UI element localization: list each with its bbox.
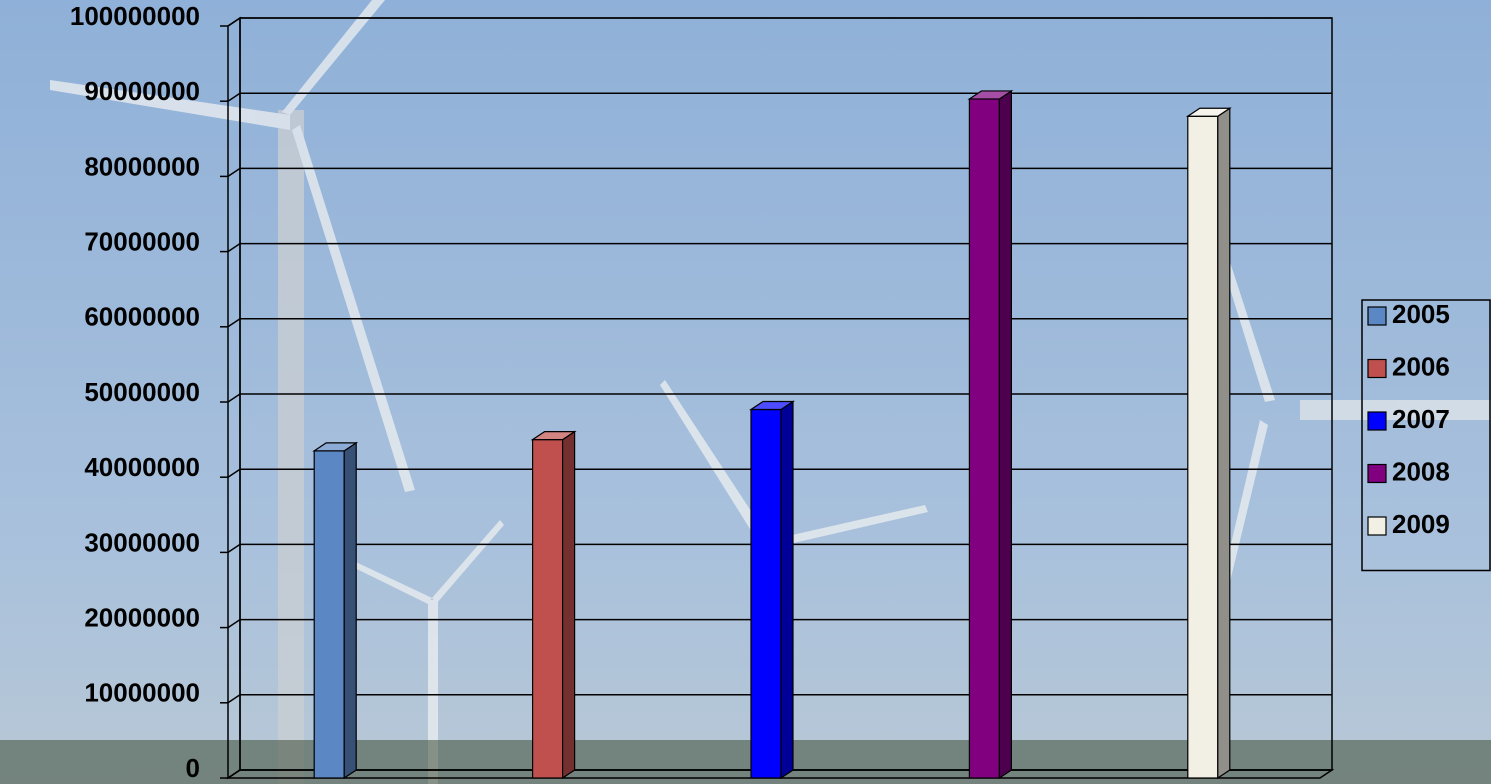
legend-label: 2006 [1392, 351, 1450, 381]
legend-label: 2005 [1392, 299, 1450, 329]
y-tick-label: 10000000 [84, 678, 200, 708]
y-tick-label: 50000000 [84, 377, 200, 407]
legend-label: 2009 [1392, 509, 1450, 539]
legend-swatch [1368, 517, 1386, 535]
y-tick-label: 90000000 [84, 76, 200, 106]
legend-label: 2008 [1392, 456, 1450, 486]
bar-side [563, 432, 575, 778]
legend-swatch [1368, 465, 1386, 483]
bar-side [999, 91, 1011, 778]
bar-side [781, 402, 793, 778]
y-tick-label: 80000000 [84, 151, 200, 181]
bar-front [533, 440, 563, 778]
y-tick-label: 100000000 [70, 1, 200, 31]
bar-front [1188, 116, 1218, 778]
bar-front [751, 410, 781, 778]
bar-front [969, 99, 999, 778]
y-tick-label: 0 [186, 753, 200, 783]
y-tick-label: 60000000 [84, 302, 200, 332]
legend-swatch [1368, 360, 1386, 378]
legend-swatch [1368, 307, 1386, 325]
y-tick-label: 40000000 [84, 452, 200, 482]
bar-side [1218, 108, 1230, 778]
bar-front [314, 451, 344, 778]
y-tick-label: 20000000 [84, 602, 200, 632]
chart: 0 10000000 20000000 30000000 40000000 5000000… [0, 0, 1491, 784]
y-tick-label: 70000000 [84, 226, 200, 256]
bar-side [344, 443, 356, 778]
legend-label: 2007 [1392, 404, 1450, 434]
legend-swatch [1368, 412, 1386, 430]
y-tick-label: 30000000 [84, 527, 200, 557]
